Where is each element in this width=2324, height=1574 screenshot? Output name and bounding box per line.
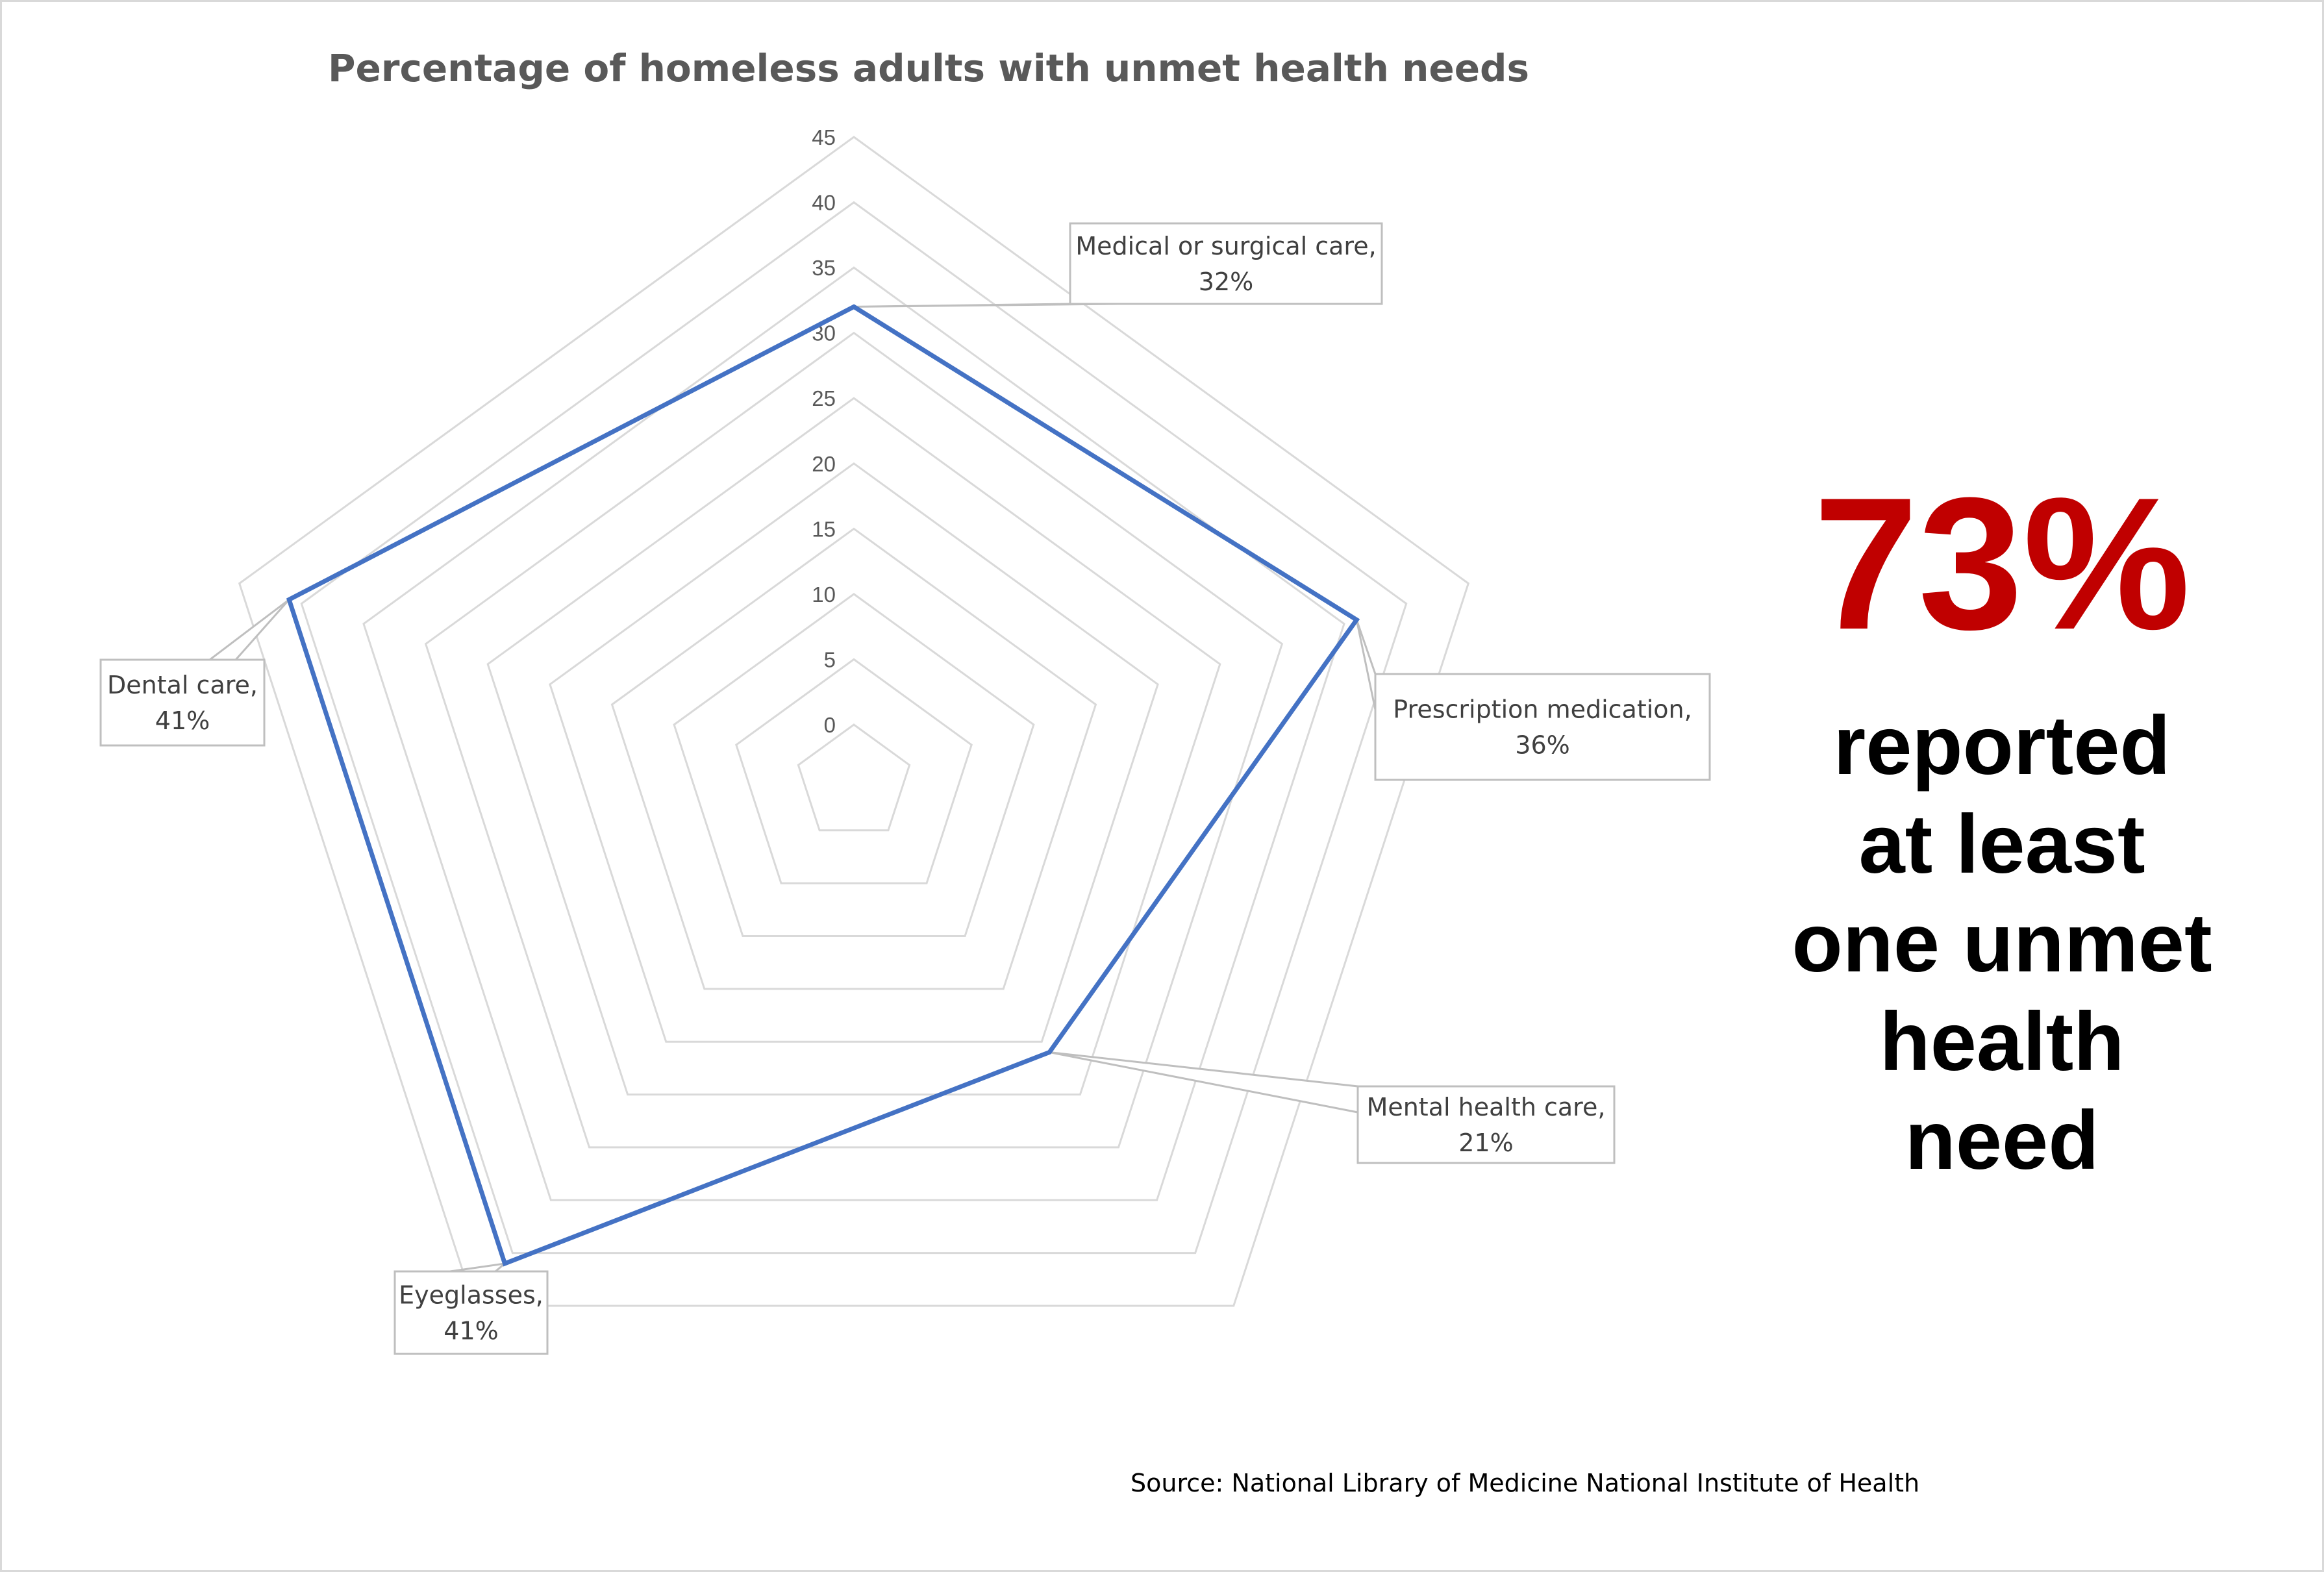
source-note: Source: National Library of Medicine Nat… (1131, 1469, 1919, 1497)
highlight-caption-line: one unmet (1792, 897, 2212, 990)
callout-leader (1355, 619, 1377, 710)
callout-box (1356, 1085, 1616, 1164)
grid-ring-5 (735, 658, 973, 884)
data-label-value: 41% (155, 706, 210, 735)
data-callouts: Medical or surgical care, 32% Prescription… (99, 222, 1711, 1355)
chart-title: Percentage of homeless adults with unmet… (328, 46, 1529, 90)
data-label-category: Mental health care, (1367, 1093, 1606, 1121)
grid-ring-45 (238, 136, 1470, 1307)
grid-ring-40 (300, 201, 1408, 1255)
grid-ring-20 (549, 462, 1159, 1043)
data-label-category: Dental care, (107, 671, 258, 699)
grid-ring-10 (673, 593, 1035, 937)
callout-leader (1049, 1051, 1359, 1114)
highlight-value: 73% (1813, 458, 2191, 669)
tick-label-35: 35 (812, 256, 836, 280)
highlight-caption-line: need (1905, 1094, 2099, 1187)
callout-leaders (206, 303, 1377, 1273)
tick-label-15: 15 (812, 517, 836, 541)
tick-label-10: 10 (812, 582, 836, 606)
tick-label-0: 0 (824, 713, 836, 737)
tick-label-5: 5 (824, 647, 836, 671)
tick-label-25: 25 (812, 386, 836, 410)
callout-box (99, 658, 266, 747)
tick-label-45: 45 (812, 125, 836, 149)
data-label-category: Prescription medication, (1393, 695, 1692, 724)
highlight-stat: 73% reported at least one unmet health need (1749, 469, 2255, 1190)
callout-leader (206, 599, 290, 661)
highlight-caption-line: at least (1858, 798, 2145, 891)
series-line (286, 304, 1360, 1267)
highlight-caption-line: reported (1833, 699, 2171, 792)
callout-box (1374, 673, 1711, 781)
tick-label-40: 40 (812, 191, 836, 215)
callout-box (1069, 222, 1383, 305)
tick-label-20: 20 (812, 452, 836, 476)
highlight-caption: reported at least one unmet health need (1749, 697, 2255, 1190)
data-label-value: 32% (1199, 268, 1253, 296)
data-label-category: Medical or surgical care, (1075, 232, 1376, 260)
grid-ring-25 (486, 397, 1221, 1096)
grid-ring-35 (362, 266, 1345, 1201)
data-label-value: 36% (1515, 731, 1569, 760)
grid-ring-30 (424, 331, 1284, 1149)
grid-ring-0 (797, 723, 911, 832)
data-label-value: 41% (444, 1317, 498, 1345)
callout-box (394, 1270, 549, 1355)
grid-ring-15 (610, 527, 1097, 990)
highlight-caption-line: health (1879, 995, 2125, 1088)
radar-grid (238, 136, 1470, 1307)
callout-leader (449, 1262, 508, 1273)
series-layer (286, 304, 1360, 1267)
data-label-value: 21% (1458, 1129, 1513, 1157)
data-label-category: Eyeglasses, (399, 1281, 544, 1310)
